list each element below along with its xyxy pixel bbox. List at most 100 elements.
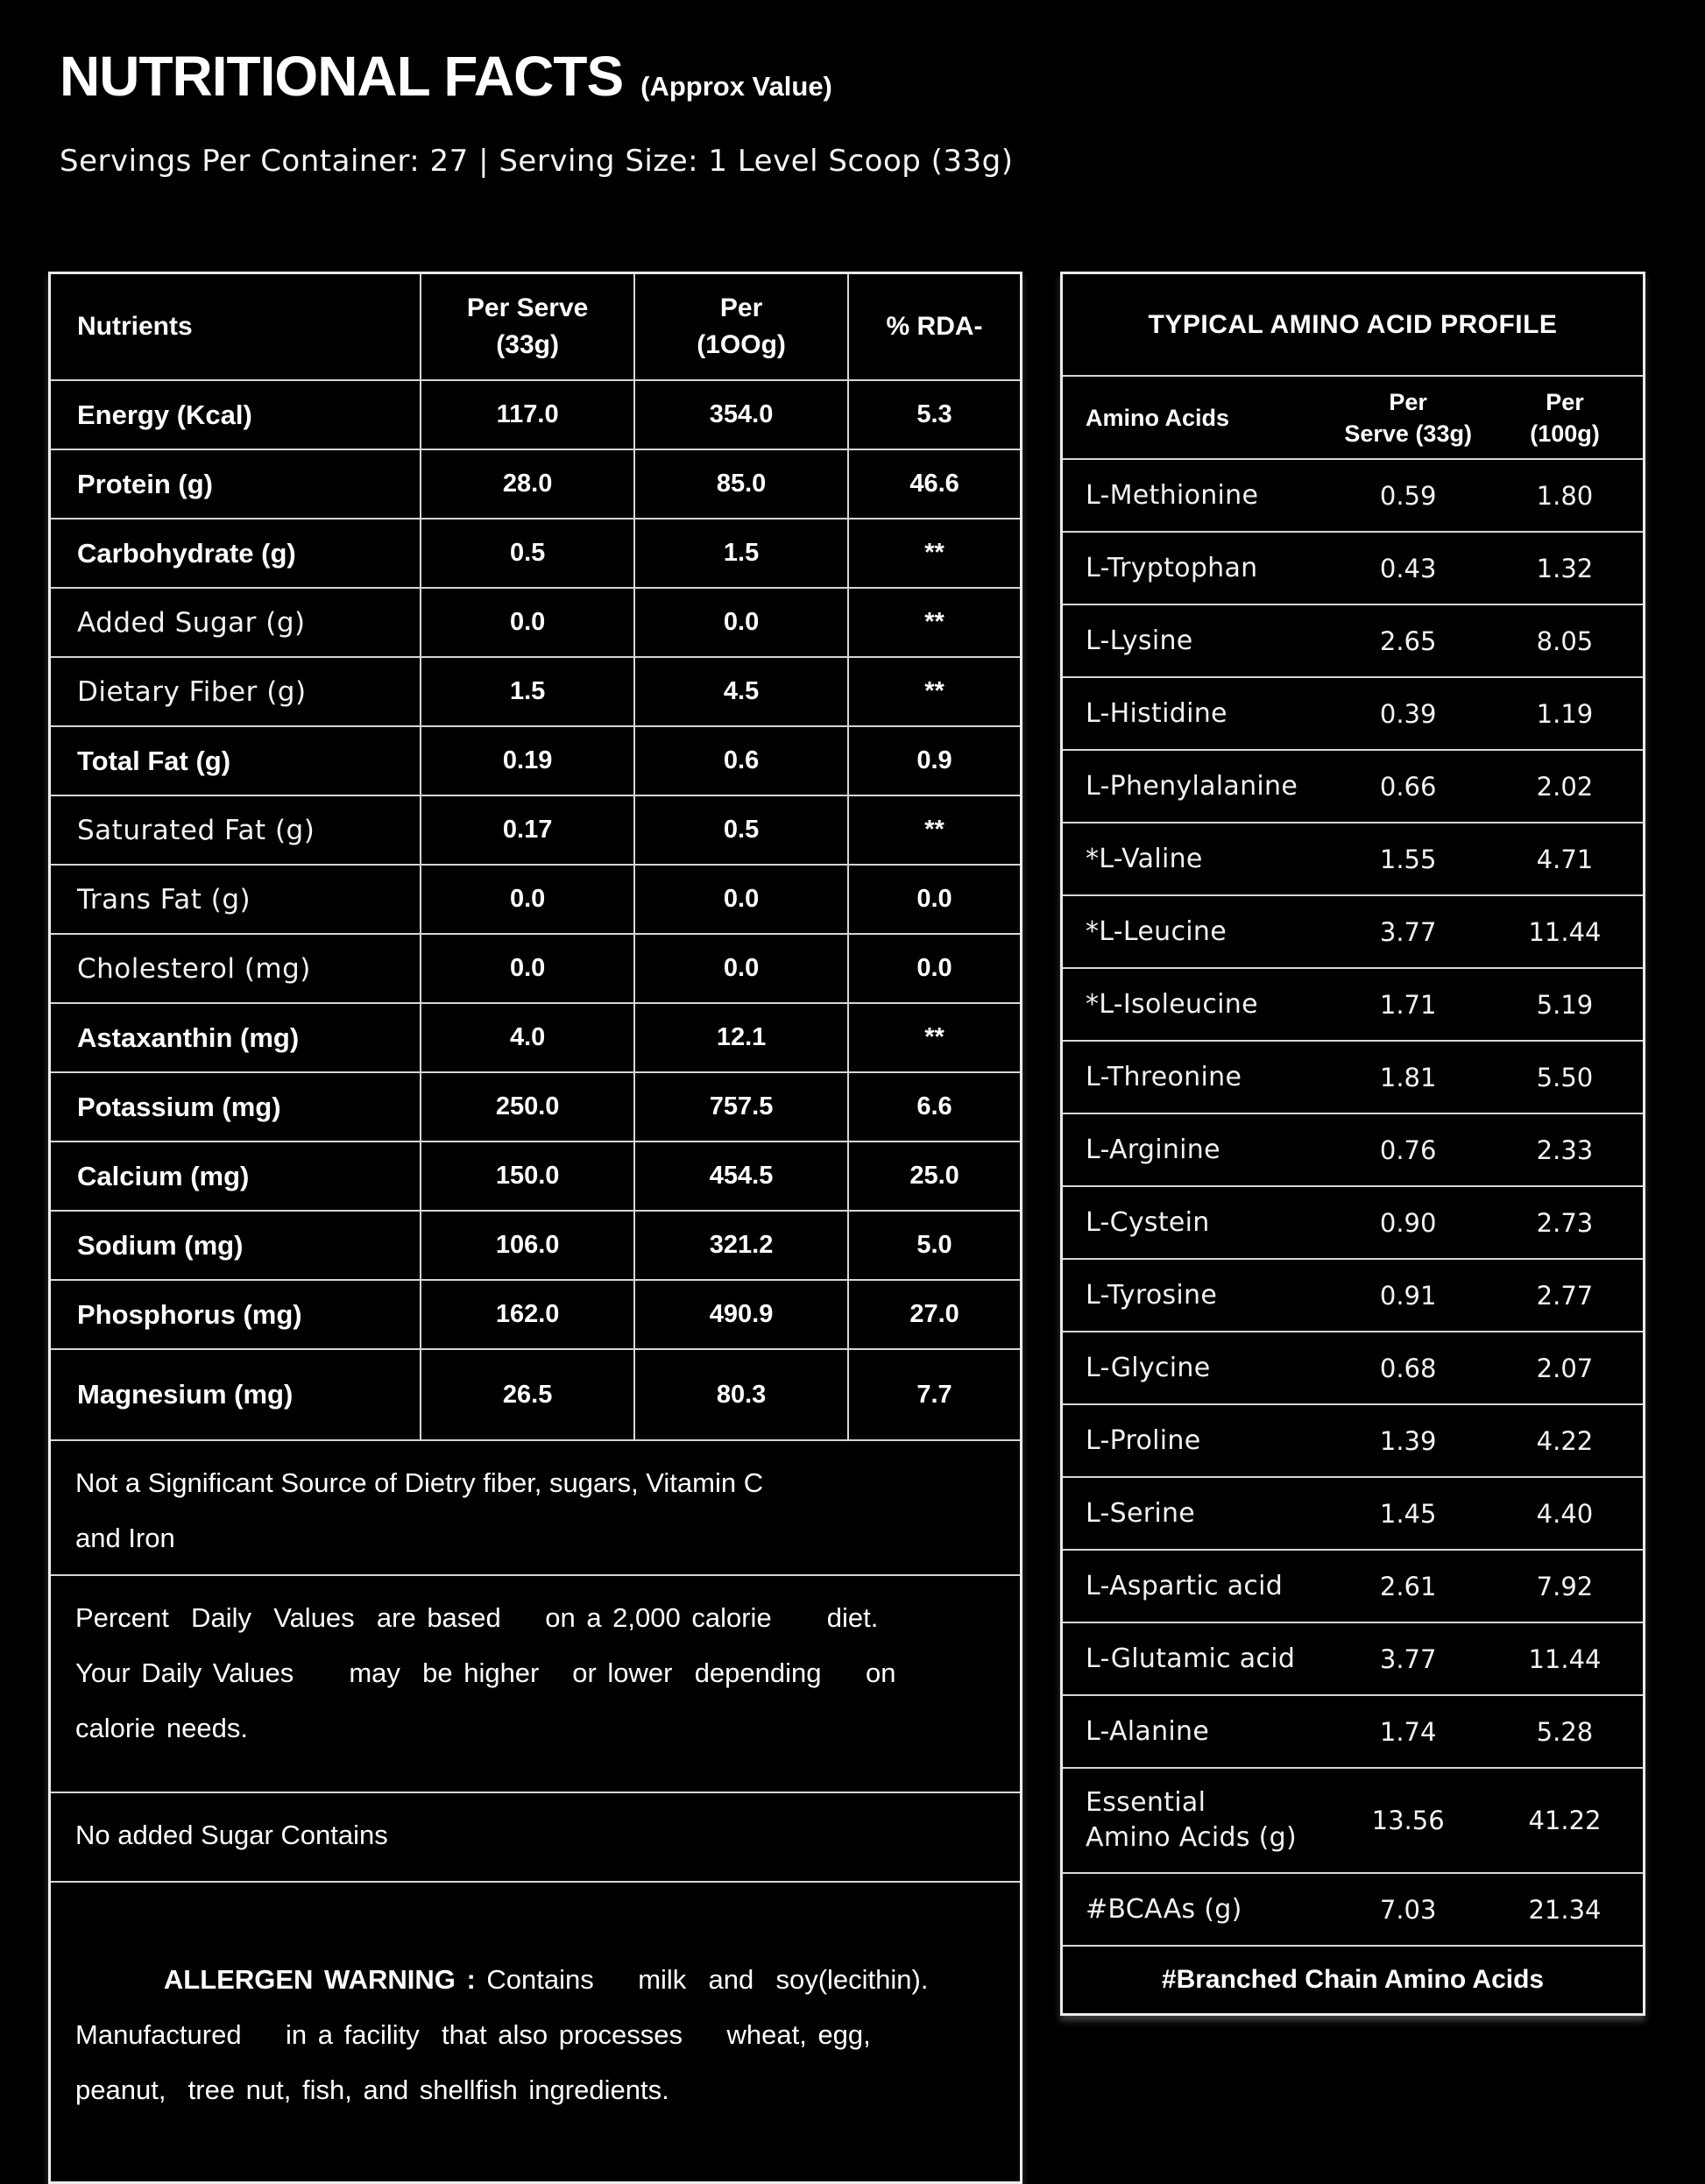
- amino-header-row: Amino Acids Per Serve (33g) Per (100g): [1061, 375, 1645, 460]
- amino-acid-label: L-Arginine: [1061, 1113, 1330, 1187]
- nutrient-label: Carbohydrate (g): [48, 518, 422, 589]
- per-serve-value: 106.0: [420, 1210, 636, 1281]
- nutrient-label: Sodium (mg): [48, 1210, 422, 1281]
- per-100g-value: 1.19: [1486, 676, 1645, 751]
- col-header-line: (1OOg): [697, 330, 786, 359]
- per-serve-value: 1.5: [420, 656, 636, 727]
- no-added-sugar-note: No added Sugar Contains: [49, 1792, 1022, 1883]
- nutrient-label: Saturated Fat (g): [48, 795, 422, 866]
- table-row: Calcium (mg) 150.0 454.5 25.0: [48, 1141, 1022, 1212]
- table-row: *L-Isoleucine 1.71 5.19: [1061, 967, 1645, 1042]
- rda-value: 25.0: [847, 1141, 1022, 1212]
- per-serve-value: 1.81: [1329, 1040, 1487, 1114]
- per-100g-value: 2.77: [1486, 1258, 1645, 1332]
- per-serve-value: 1.71: [1329, 967, 1487, 1042]
- table-row: L-Tryptophan 0.43 1.32: [1061, 531, 1645, 605]
- nutrients-table: Nutrients Per Serve (33g) Per (1OOg) % R…: [48, 272, 1022, 2184]
- rda-value: 6.6: [847, 1071, 1022, 1142]
- amino-table-footer: #Branched Chain Amino Acids: [1061, 1945, 1645, 2016]
- col-header-per-100g: Per (1OOg): [633, 272, 850, 381]
- per-100g-value: 0.5: [633, 795, 850, 866]
- nutrient-label: Calcium (mg): [48, 1141, 422, 1212]
- nutrients-table-header: Nutrients Per Serve (33g) Per (1OOg) % R…: [48, 272, 1022, 381]
- per-100g-value: 11.44: [1486, 894, 1645, 969]
- per-100g-value: 5.50: [1486, 1040, 1645, 1114]
- amino-acid-label: L-Threonine: [1061, 1040, 1330, 1114]
- per-serve-value: 1.45: [1329, 1476, 1487, 1551]
- page-title-suffix: (Approx Value): [640, 71, 832, 102]
- rda-value: **: [847, 656, 1022, 727]
- per-serve-value: 0.59: [1329, 458, 1487, 533]
- nutrient-label: Potassium (mg): [48, 1071, 422, 1142]
- per-serve-value: 0.91: [1329, 1258, 1487, 1332]
- nutrient-label: Total Fat (g): [48, 725, 422, 796]
- per-100g-value: 1.32: [1486, 531, 1645, 605]
- table-row: *L-Valine 1.55 4.71: [1061, 822, 1645, 896]
- amino-acid-label: L-Glutamic acid: [1061, 1622, 1330, 1696]
- rda-value: 27.0: [847, 1279, 1022, 1350]
- per-serve-value: 0.0: [420, 933, 636, 1004]
- per-100g-value: 454.5: [633, 1141, 850, 1212]
- per-100g-value: 0.0: [633, 587, 850, 658]
- col-header-per-serve: Per Serve (33g): [1329, 375, 1487, 460]
- header-row: Nutrients Per Serve (33g) Per (1OOg) % R…: [48, 272, 1022, 381]
- per-serve-value: 1.74: [1329, 1694, 1487, 1769]
- amino-acid-label: L-Lysine: [1061, 604, 1330, 678]
- nutrient-label: Phosphorus (mg): [48, 1279, 422, 1350]
- nutrient-label: Energy (Kcal): [48, 379, 422, 450]
- per-serve-value: 1.39: [1329, 1403, 1487, 1478]
- amino-acid-label: L-Tyrosine: [1061, 1258, 1330, 1332]
- table-row: Essential Amino Acids (g) 13.56 41.22: [1061, 1767, 1645, 1874]
- per-serve-value: 26.5: [420, 1348, 636, 1441]
- rda-value: **: [847, 1002, 1022, 1073]
- per-100g-value: 0.6: [633, 725, 850, 796]
- amino-table-body: L-Methionine 0.59 1.80 L-Tryptophan 0.43…: [1061, 458, 1645, 1947]
- table-row: L-Alanine 1.74 5.28: [1061, 1694, 1645, 1769]
- table-row: L-Serine 1.45 4.40: [1061, 1476, 1645, 1551]
- col-header-line: Serve (33g): [1344, 420, 1472, 447]
- nutrient-label: Protein (g): [48, 449, 422, 519]
- per-serve-value: 0.0: [420, 864, 636, 935]
- per-serve-value: 0.19: [420, 725, 636, 796]
- per-100g-value: 11.44: [1486, 1622, 1645, 1696]
- table-row: Total Fat (g) 0.19 0.6 0.9: [48, 725, 1022, 796]
- nutrient-label: Astaxanthin (mg): [48, 1002, 422, 1073]
- per-serve-value: 0.66: [1329, 749, 1487, 823]
- col-header-line: Per: [719, 293, 763, 322]
- per-100g-value: 0.0: [633, 933, 850, 1004]
- table-row: L-Threonine 1.81 5.50: [1061, 1040, 1645, 1114]
- per-serve-value: 28.0: [420, 449, 636, 519]
- per-100g-value: 354.0: [633, 379, 850, 450]
- per-serve-value: 250.0: [420, 1071, 636, 1142]
- serving-info: Servings Per Container: 27 | Serving Siz…: [60, 144, 1014, 179]
- per-serve-value: 0.90: [1329, 1185, 1487, 1260]
- amino-acid-label: L-Cystein: [1061, 1185, 1330, 1260]
- table-row: L-Methionine 0.59 1.80: [1061, 458, 1645, 533]
- per-serve-value: 0.68: [1329, 1331, 1487, 1405]
- per-100g-value: 0.0: [633, 864, 850, 935]
- bcaa-footnote: #Branched Chain Amino Acids: [1061, 1945, 1645, 2016]
- per-serve-value: 3.77: [1329, 894, 1487, 969]
- per-serve-value: 7.03: [1329, 1872, 1487, 1947]
- table-row: Protein (g) 28.0 85.0 46.6: [48, 449, 1022, 519]
- table-row: L-Aspartic acid 2.61 7.92: [1061, 1549, 1645, 1623]
- per-100g-value: 2.73: [1486, 1185, 1645, 1260]
- per-serve-value: 0.76: [1329, 1113, 1487, 1187]
- table-row: L-Lysine 2.65 8.05: [1061, 604, 1645, 678]
- page-header: NUTRITIONAL FACTS (Approx Value) Serving…: [60, 44, 1014, 179]
- table-row: L-Proline 1.39 4.22: [1061, 1403, 1645, 1478]
- table-row: Magnesium (mg) 26.5 80.3 7.7: [48, 1348, 1022, 1441]
- table-row: Carbohydrate (g) 0.5 1.5 **: [48, 518, 1022, 589]
- table-row: Added Sugar (g) 0.0 0.0 **: [48, 587, 1022, 658]
- table-row: Energy (Kcal) 117.0 354.0 5.3: [48, 379, 1022, 450]
- per-serve-value: 0.43: [1329, 531, 1487, 605]
- rda-value: 5.3: [847, 379, 1022, 450]
- allergen-warning-label: ALLERGEN WARNING :: [163, 1964, 487, 1995]
- table-row: Sodium (mg) 106.0 321.2 5.0: [48, 1210, 1022, 1281]
- per-serve-value: 0.0: [420, 587, 636, 658]
- per-100g-value: 2.33: [1486, 1113, 1645, 1187]
- table-row: #BCAAs (g) 7.03 21.34: [1061, 1872, 1645, 1947]
- table-row: L-Arginine 0.76 2.33: [1061, 1113, 1645, 1187]
- col-header-line: (33g): [496, 330, 559, 359]
- col-header-line: Per Serve: [466, 293, 589, 322]
